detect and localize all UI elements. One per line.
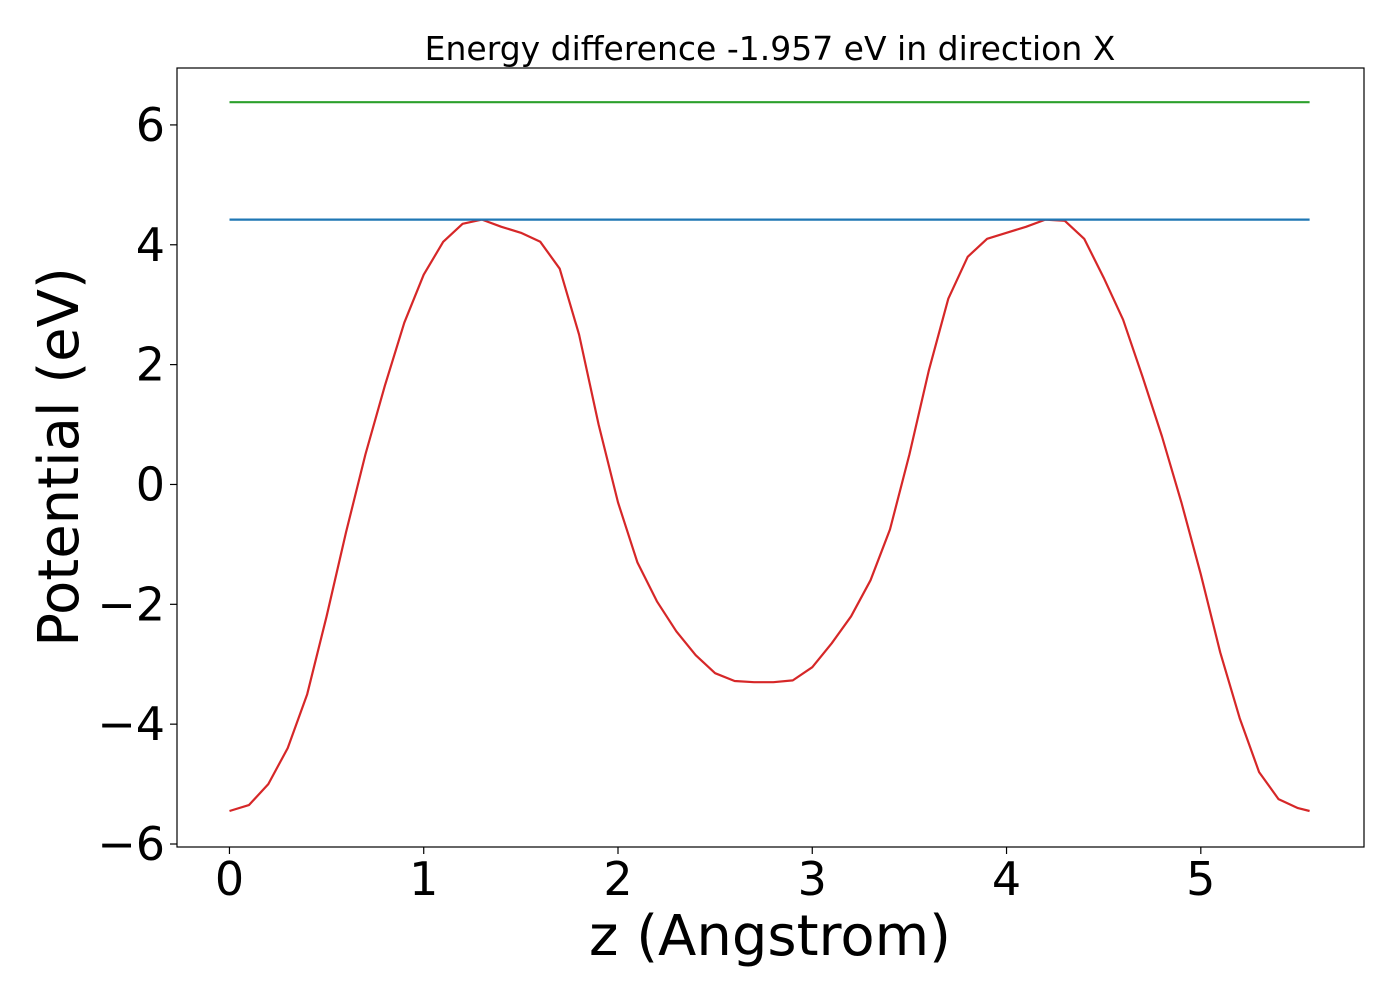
- y-axis-label: Potential (eV): [27, 267, 92, 647]
- y-tick-label: 4: [136, 218, 165, 272]
- x-tick-label: 0: [215, 852, 244, 906]
- chart-title: Energy difference -1.957 eV in direction…: [425, 29, 1116, 68]
- x-tick-label: 5: [1186, 852, 1215, 906]
- x-axis-label: z (Angstrom): [589, 904, 951, 969]
- y-tick-label: 2: [136, 338, 165, 392]
- y-tick-label: 6: [136, 98, 165, 152]
- series-line-0: [229, 218, 1310, 813]
- y-axis-ticks: −6 −4 −2 0 2 4 6: [97, 98, 177, 871]
- x-axis-ticks: 0 1 2 3 4 5: [215, 847, 1215, 906]
- x-tick-label: 1: [409, 852, 438, 906]
- x-tick-label: 3: [798, 852, 827, 906]
- y-tick-label: −4: [97, 697, 165, 751]
- plot-frame: [176, 67, 1365, 848]
- y-tick-label: −6: [97, 817, 165, 871]
- series-layer: [229, 101, 1310, 813]
- y-tick-label: 0: [136, 457, 165, 511]
- x-tick-label: 4: [992, 852, 1021, 906]
- y-tick-label: −2: [97, 577, 165, 631]
- x-tick-label: 2: [603, 852, 632, 906]
